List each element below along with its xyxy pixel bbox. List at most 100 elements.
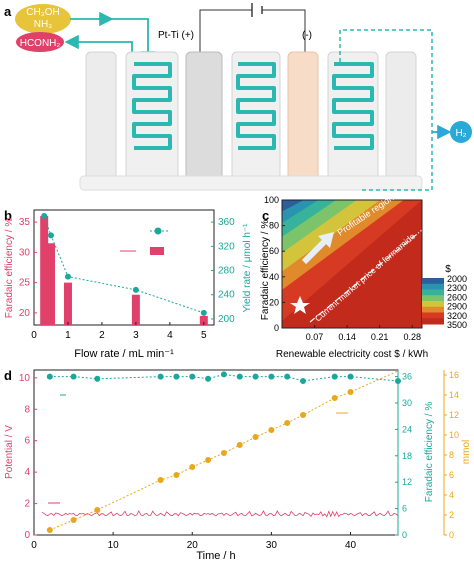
b-ytick-right-label: 280 — [218, 266, 235, 277]
cathode-wire — [262, 9, 306, 62]
fe-point-4 — [173, 373, 180, 380]
c-ytick-label: 60 — [269, 246, 279, 256]
colorbar-swatch-1 — [422, 283, 444, 290]
d-ytick-left-label: 10 — [19, 373, 31, 384]
panel-a: a CH₃OH NH₃ HCONH₂ Pt-Ti (+) (-) — [4, 3, 472, 191]
d-ytick-right2-label: 4 — [449, 490, 454, 500]
fe-point-5 — [189, 373, 196, 380]
fe-point-11 — [284, 373, 291, 380]
colorbar-swatch-3 — [422, 295, 444, 302]
yield-point-1 — [47, 232, 54, 239]
b-y-right-label: Yield rate / μmol h⁻¹ — [242, 223, 253, 313]
colorbar-tick-label: 2000 — [447, 274, 467, 284]
d-ytick-left-label: 2 — [24, 499, 30, 510]
mmol-point-11 — [284, 420, 291, 426]
d-y-right1-label: Faradaic efficiency / % — [424, 402, 435, 503]
yield-point-3 — [132, 286, 139, 293]
d-ytick-right1-label: 0 — [402, 530, 407, 540]
panel-d: d 0 10 20 30 4002468100612182430360246810121… — [4, 368, 472, 562]
mmol-point-12 — [300, 412, 307, 418]
d-y-left-label: Potential / V — [4, 425, 15, 479]
cathode-label: (-) — [302, 30, 312, 41]
fe-point-6 — [205, 375, 212, 382]
c-x-label: Renewable electricity cost $ / kWh — [276, 349, 428, 360]
d-ytick-right2-label: 14 — [449, 390, 459, 400]
inlet-flow-arrow — [70, 18, 156, 66]
panel-a-label: a — [4, 4, 12, 19]
hydrogen-label: H₂ — [455, 128, 466, 139]
methanol-feed-bubble — [15, 4, 71, 34]
d-ytick-right2-label: 2 — [449, 510, 454, 520]
chart-d: 0 10 20 30 400246810061218243036024681012141… — [19, 370, 459, 551]
c-profitable-arrow-head — [318, 232, 334, 248]
anode-wire — [199, 9, 252, 62]
mmol-point-10 — [268, 427, 275, 433]
d-ytick-left-label: 0 — [24, 530, 30, 541]
c-frame — [281, 199, 423, 329]
b-y-left-label: Faradaic efficiency / % — [4, 218, 15, 319]
c-ytick-label: 80 — [269, 221, 279, 231]
middle-serpentine — [236, 62, 276, 150]
b-xtick-label: 5 — [201, 330, 207, 341]
panel-b: b 0 1 2 3 4 5 20 25 30 35 200 240 280 320 360 Flow rat… — [4, 208, 253, 360]
colorbar-swatch-2 — [422, 289, 444, 296]
colorbar-tick-label: 2300 — [447, 283, 467, 293]
d-ytick-left-label: 4 — [24, 467, 30, 478]
d-ytick-right1-label: 30 — [402, 398, 412, 408]
colorbar-swatch-5 — [422, 306, 444, 313]
d-ytick-left-label: 8 — [24, 404, 30, 415]
chart-b: 0 1 2 3 4 5 20 25 30 35 200 240 280 320 360 — [19, 213, 235, 341]
fe-point-1 — [70, 373, 77, 380]
mmol-point-5 — [189, 464, 196, 470]
d-xtick-label: 30 — [266, 540, 278, 551]
c-cost-band-7 — [282, 200, 422, 328]
b-ytick-left-label: 25 — [19, 278, 31, 289]
c-ytick-label: 40 — [269, 272, 279, 282]
b-legend-fe-swatch — [150, 247, 164, 255]
d-ytick-right1-label: 36 — [402, 372, 412, 382]
d-y-right2-label: mmol — [461, 440, 472, 464]
fe-point-0 — [46, 373, 53, 380]
b-ytick-left-label: 35 — [19, 217, 31, 228]
d-ytick-right1-label: 6 — [402, 504, 407, 514]
feed-methanol-label: CH₃OH — [26, 7, 60, 18]
mmol-point-14 — [347, 389, 354, 395]
b-ytick-right-label: 240 — [218, 290, 235, 301]
mmol-point-7 — [220, 450, 227, 456]
d-ytick-right2-label: 12 — [449, 410, 459, 420]
b-xtick-label: 1 — [65, 330, 71, 341]
panel-c: c 0 20 40 60 80 100 0.07 0.14 0.21 0.28 Renewable… — [260, 193, 467, 360]
b-ytick-right-label: 360 — [218, 217, 235, 228]
bar-fe-3 — [131, 294, 140, 325]
reactor-base — [79, 175, 423, 191]
fe-point-9 — [252, 373, 259, 380]
mmol-point-1 — [70, 517, 77, 523]
c-xtick-label: 0.21 — [371, 332, 389, 342]
fe-point-13 — [331, 373, 338, 380]
c-profitable-arrow-shaft — [301, 237, 329, 265]
formamide-product-bubble — [16, 32, 64, 52]
anode-label: Pt-Ti (+) — [158, 30, 194, 41]
yield-point-4 — [200, 309, 207, 316]
b-ytick-right-label: 200 — [218, 314, 235, 325]
pt-ti-electrode — [185, 51, 223, 181]
d-ytick-right1-label: 24 — [402, 424, 412, 434]
b-xtick-label: 0 — [31, 330, 37, 341]
chart-c: 0 20 40 60 80 100 0.07 0.14 0.21 0.28 — [264, 195, 423, 342]
fe-point-10 — [268, 373, 275, 380]
cathode-serpentine — [332, 62, 374, 150]
panel-c-label: c — [262, 208, 269, 223]
hydrogen-loop — [339, 29, 433, 191]
mmol-point-13 — [331, 395, 338, 401]
b-ytick-right-label: 320 — [218, 241, 235, 252]
c-y-label: Faradaic efficiency / % — [260, 220, 271, 321]
anode-serpentine — [132, 62, 172, 150]
colorbar-tick-label: 2600 — [447, 292, 467, 302]
colorbar-swatch-0 — [422, 278, 444, 285]
end-plate-left — [85, 51, 117, 181]
colorbar-swatch-7 — [422, 318, 444, 325]
d-xtick-label: 20 — [187, 540, 199, 551]
b-xtick-label: 2 — [99, 330, 105, 341]
colorbar-tick-label: 3500 — [447, 320, 467, 330]
